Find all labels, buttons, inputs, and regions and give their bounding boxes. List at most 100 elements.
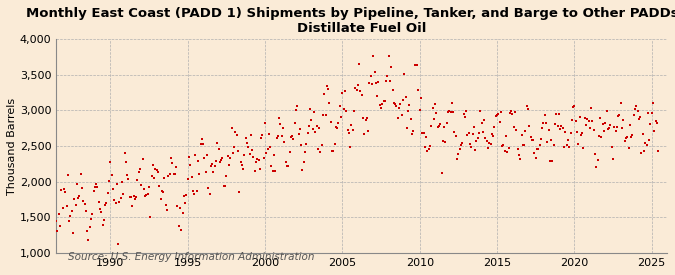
Point <box>480 135 491 140</box>
Point <box>421 134 431 139</box>
Point <box>113 242 124 246</box>
Point <box>163 174 173 179</box>
Point <box>543 128 554 132</box>
Point <box>51 219 61 224</box>
Point <box>589 128 599 133</box>
Point <box>68 231 78 235</box>
Point <box>412 63 423 68</box>
Point <box>392 116 403 120</box>
Point <box>565 131 576 136</box>
Point <box>168 172 179 177</box>
Point <box>286 134 296 139</box>
Point <box>362 129 373 133</box>
Point <box>587 119 598 123</box>
Point <box>216 158 227 162</box>
Point <box>453 152 464 156</box>
Point <box>274 115 285 120</box>
Point <box>512 147 523 152</box>
Point <box>464 142 475 146</box>
Point <box>402 126 412 130</box>
Point <box>368 54 379 58</box>
Point <box>209 163 220 168</box>
Point <box>65 213 76 218</box>
Point <box>446 110 456 114</box>
Point <box>580 123 591 128</box>
Point <box>266 164 277 169</box>
Point <box>259 156 269 161</box>
Point <box>575 132 586 137</box>
Point <box>184 155 194 159</box>
Point <box>158 190 169 195</box>
Point <box>132 178 143 182</box>
Point <box>221 174 232 178</box>
Point <box>622 134 632 139</box>
Point <box>194 172 205 177</box>
Point <box>196 136 207 141</box>
Point <box>545 159 556 164</box>
Point <box>495 109 506 114</box>
Point <box>281 163 292 168</box>
Point <box>399 72 410 76</box>
Point <box>419 144 430 149</box>
Point <box>645 122 656 127</box>
Point <box>448 110 458 114</box>
Point <box>333 121 344 125</box>
Point <box>310 130 321 135</box>
Point <box>226 126 237 130</box>
Point <box>612 124 622 129</box>
Point <box>190 152 201 157</box>
Point <box>235 160 246 164</box>
Point <box>96 210 107 214</box>
Point <box>483 145 493 150</box>
Point <box>73 196 84 200</box>
Point <box>297 167 308 172</box>
Point <box>485 142 496 147</box>
Point <box>293 132 304 136</box>
Point <box>119 150 130 155</box>
Point <box>487 132 497 137</box>
Point <box>606 144 617 149</box>
Point <box>277 126 288 130</box>
Point <box>346 122 357 127</box>
Point <box>461 109 472 113</box>
Point <box>185 163 196 167</box>
Point <box>191 189 202 193</box>
Point <box>605 123 616 127</box>
Point <box>603 126 614 130</box>
Point <box>271 135 282 140</box>
Point <box>198 142 209 146</box>
Point <box>200 170 211 174</box>
Point <box>554 112 564 116</box>
Point <box>646 111 657 115</box>
Point <box>355 89 366 93</box>
Point <box>230 130 241 134</box>
Point <box>205 164 216 168</box>
Point <box>155 196 166 201</box>
Text: Source: U.S. Energy Information Administration: Source: U.S. Energy Information Administ… <box>68 252 315 262</box>
Point <box>375 103 385 107</box>
Point <box>126 195 136 199</box>
Point <box>418 131 429 136</box>
Point <box>466 145 477 150</box>
Point <box>539 113 550 117</box>
Point <box>628 113 639 117</box>
Point <box>127 203 138 208</box>
Point <box>154 184 165 189</box>
Point <box>416 96 427 100</box>
Point <box>328 148 339 153</box>
Point <box>211 159 221 163</box>
Point <box>56 188 67 192</box>
Point <box>620 136 631 140</box>
Point <box>524 124 535 128</box>
Point <box>99 217 109 222</box>
Point <box>219 183 230 188</box>
Point <box>541 121 551 125</box>
Point <box>276 134 287 138</box>
Point <box>564 145 574 149</box>
Point <box>456 142 466 147</box>
Point <box>537 126 547 130</box>
Point <box>124 195 135 199</box>
Point <box>506 109 516 113</box>
Point <box>547 159 558 163</box>
Point <box>329 142 340 147</box>
